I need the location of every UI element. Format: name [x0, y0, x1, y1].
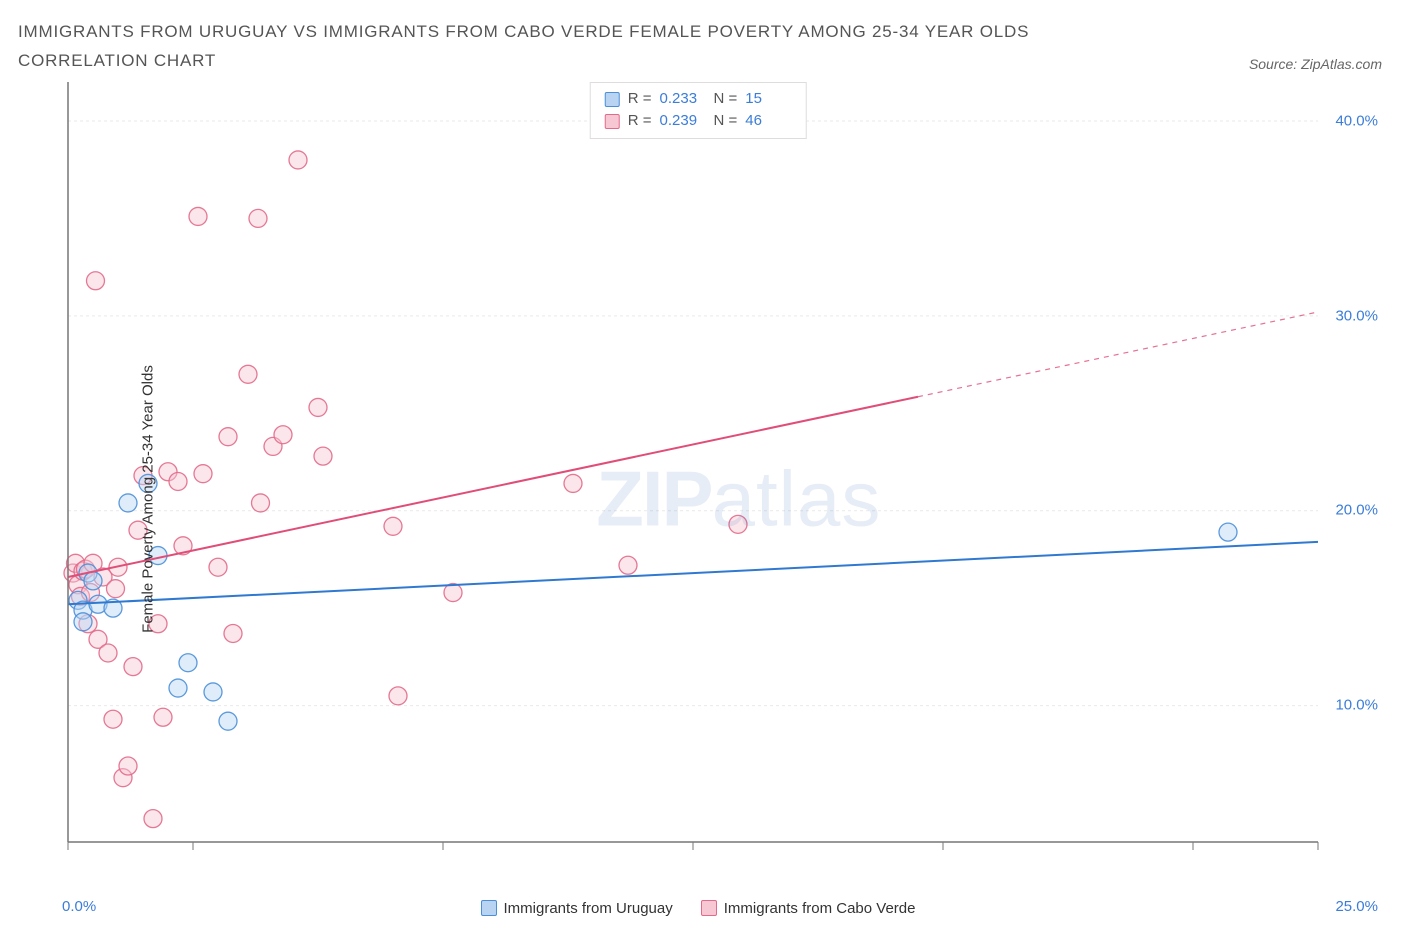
y-tick-label: 30.0%: [1335, 307, 1378, 324]
stat-label-r: R =: [628, 110, 652, 133]
y-tick-label: 10.0%: [1335, 697, 1378, 714]
stats-legend: R = 0.233 N = 15 R = 0.239 N = 46: [590, 82, 807, 139]
chart-title: IMMIGRANTS FROM URUGUAY VS IMMIGRANTS FR…: [18, 18, 1138, 76]
stat-n-cabo-verde: 46: [745, 110, 791, 133]
legend-swatch-cabo-verde: [701, 900, 717, 916]
chart-container: Female Poverty Among 25-34 Year Olds ZIP…: [18, 82, 1378, 917]
scatter-chart: [18, 82, 1378, 877]
source-name: ZipAtlas.com: [1301, 56, 1382, 72]
chart-header: IMMIGRANTS FROM URUGUAY VS IMMIGRANTS FR…: [18, 18, 1382, 76]
bottom-legend: Immigrants from Uruguay Immigrants from …: [18, 900, 1378, 917]
stat-r-cabo-verde: 0.239: [660, 110, 706, 133]
stat-n-uruguay: 15: [745, 88, 791, 111]
stats-row-cabo-verde: R = 0.239 N = 46: [605, 110, 792, 133]
y-tick-label: 20.0%: [1335, 502, 1378, 519]
stats-row-uruguay: R = 0.233 N = 15: [605, 88, 792, 111]
legend-item-uruguay: Immigrants from Uruguay: [481, 900, 673, 917]
legend-label-uruguay: Immigrants from Uruguay: [504, 900, 673, 917]
legend-swatch-uruguay: [481, 900, 497, 916]
stat-label-n: N =: [714, 110, 738, 133]
stat-r-uruguay: 0.233: [660, 88, 706, 111]
source-prefix: Source:: [1249, 56, 1301, 72]
stat-label-n: N =: [714, 88, 738, 111]
legend-label-cabo-verde: Immigrants from Cabo Verde: [724, 900, 916, 917]
y-tick-label: 40.0%: [1335, 112, 1378, 129]
legend-item-cabo-verde: Immigrants from Cabo Verde: [701, 900, 916, 917]
swatch-cabo-verde: [605, 114, 620, 129]
y-axis-label: Female Poverty Among 25-34 Year Olds: [139, 365, 156, 633]
swatch-uruguay: [605, 92, 620, 107]
source-credit: Source: ZipAtlas.com: [1249, 56, 1382, 76]
stat-label-r: R =: [628, 88, 652, 111]
